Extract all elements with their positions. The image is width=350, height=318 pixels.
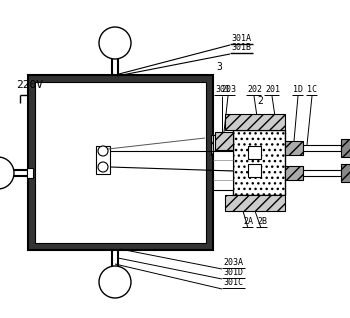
Bar (285, 166, 303, 180)
Text: 202: 202 (247, 85, 262, 94)
Bar (248, 146, 261, 159)
Bar (285, 141, 303, 155)
Bar (341, 139, 350, 157)
Bar (215, 132, 233, 150)
Text: 301A: 301A (231, 34, 251, 43)
Bar (96, 146, 110, 174)
Bar (303, 145, 341, 151)
Bar (225, 195, 285, 211)
Text: 301C: 301C (223, 278, 243, 287)
Text: 201: 201 (265, 85, 280, 94)
Circle shape (98, 146, 108, 156)
Text: 203: 203 (221, 85, 236, 94)
Bar (303, 170, 341, 176)
Text: 301B: 301B (231, 43, 251, 52)
Bar (225, 114, 285, 130)
Text: 220V: 220V (16, 80, 43, 90)
Circle shape (99, 266, 131, 298)
Circle shape (99, 27, 131, 59)
Bar (35, 82, 206, 243)
Bar (248, 164, 261, 177)
Text: 2B: 2B (257, 217, 267, 226)
Bar (211, 135, 233, 155)
Bar (213, 135, 233, 190)
Bar (27, 168, 33, 178)
Bar (28, 75, 213, 250)
Circle shape (0, 157, 14, 189)
Bar (233, 130, 285, 195)
Text: 301D: 301D (223, 268, 243, 277)
Bar (341, 164, 350, 182)
Bar (206, 75, 213, 250)
Text: 3: 3 (216, 62, 222, 72)
Bar (28, 75, 35, 250)
Text: 2A: 2A (243, 217, 253, 226)
Text: 1D: 1D (293, 85, 303, 94)
Text: 2: 2 (257, 96, 263, 106)
Text: 301: 301 (215, 85, 230, 94)
Circle shape (98, 162, 108, 172)
Bar (28, 75, 213, 82)
Bar (28, 243, 213, 250)
Text: 203A: 203A (223, 258, 243, 267)
Text: 1C: 1C (307, 85, 317, 94)
